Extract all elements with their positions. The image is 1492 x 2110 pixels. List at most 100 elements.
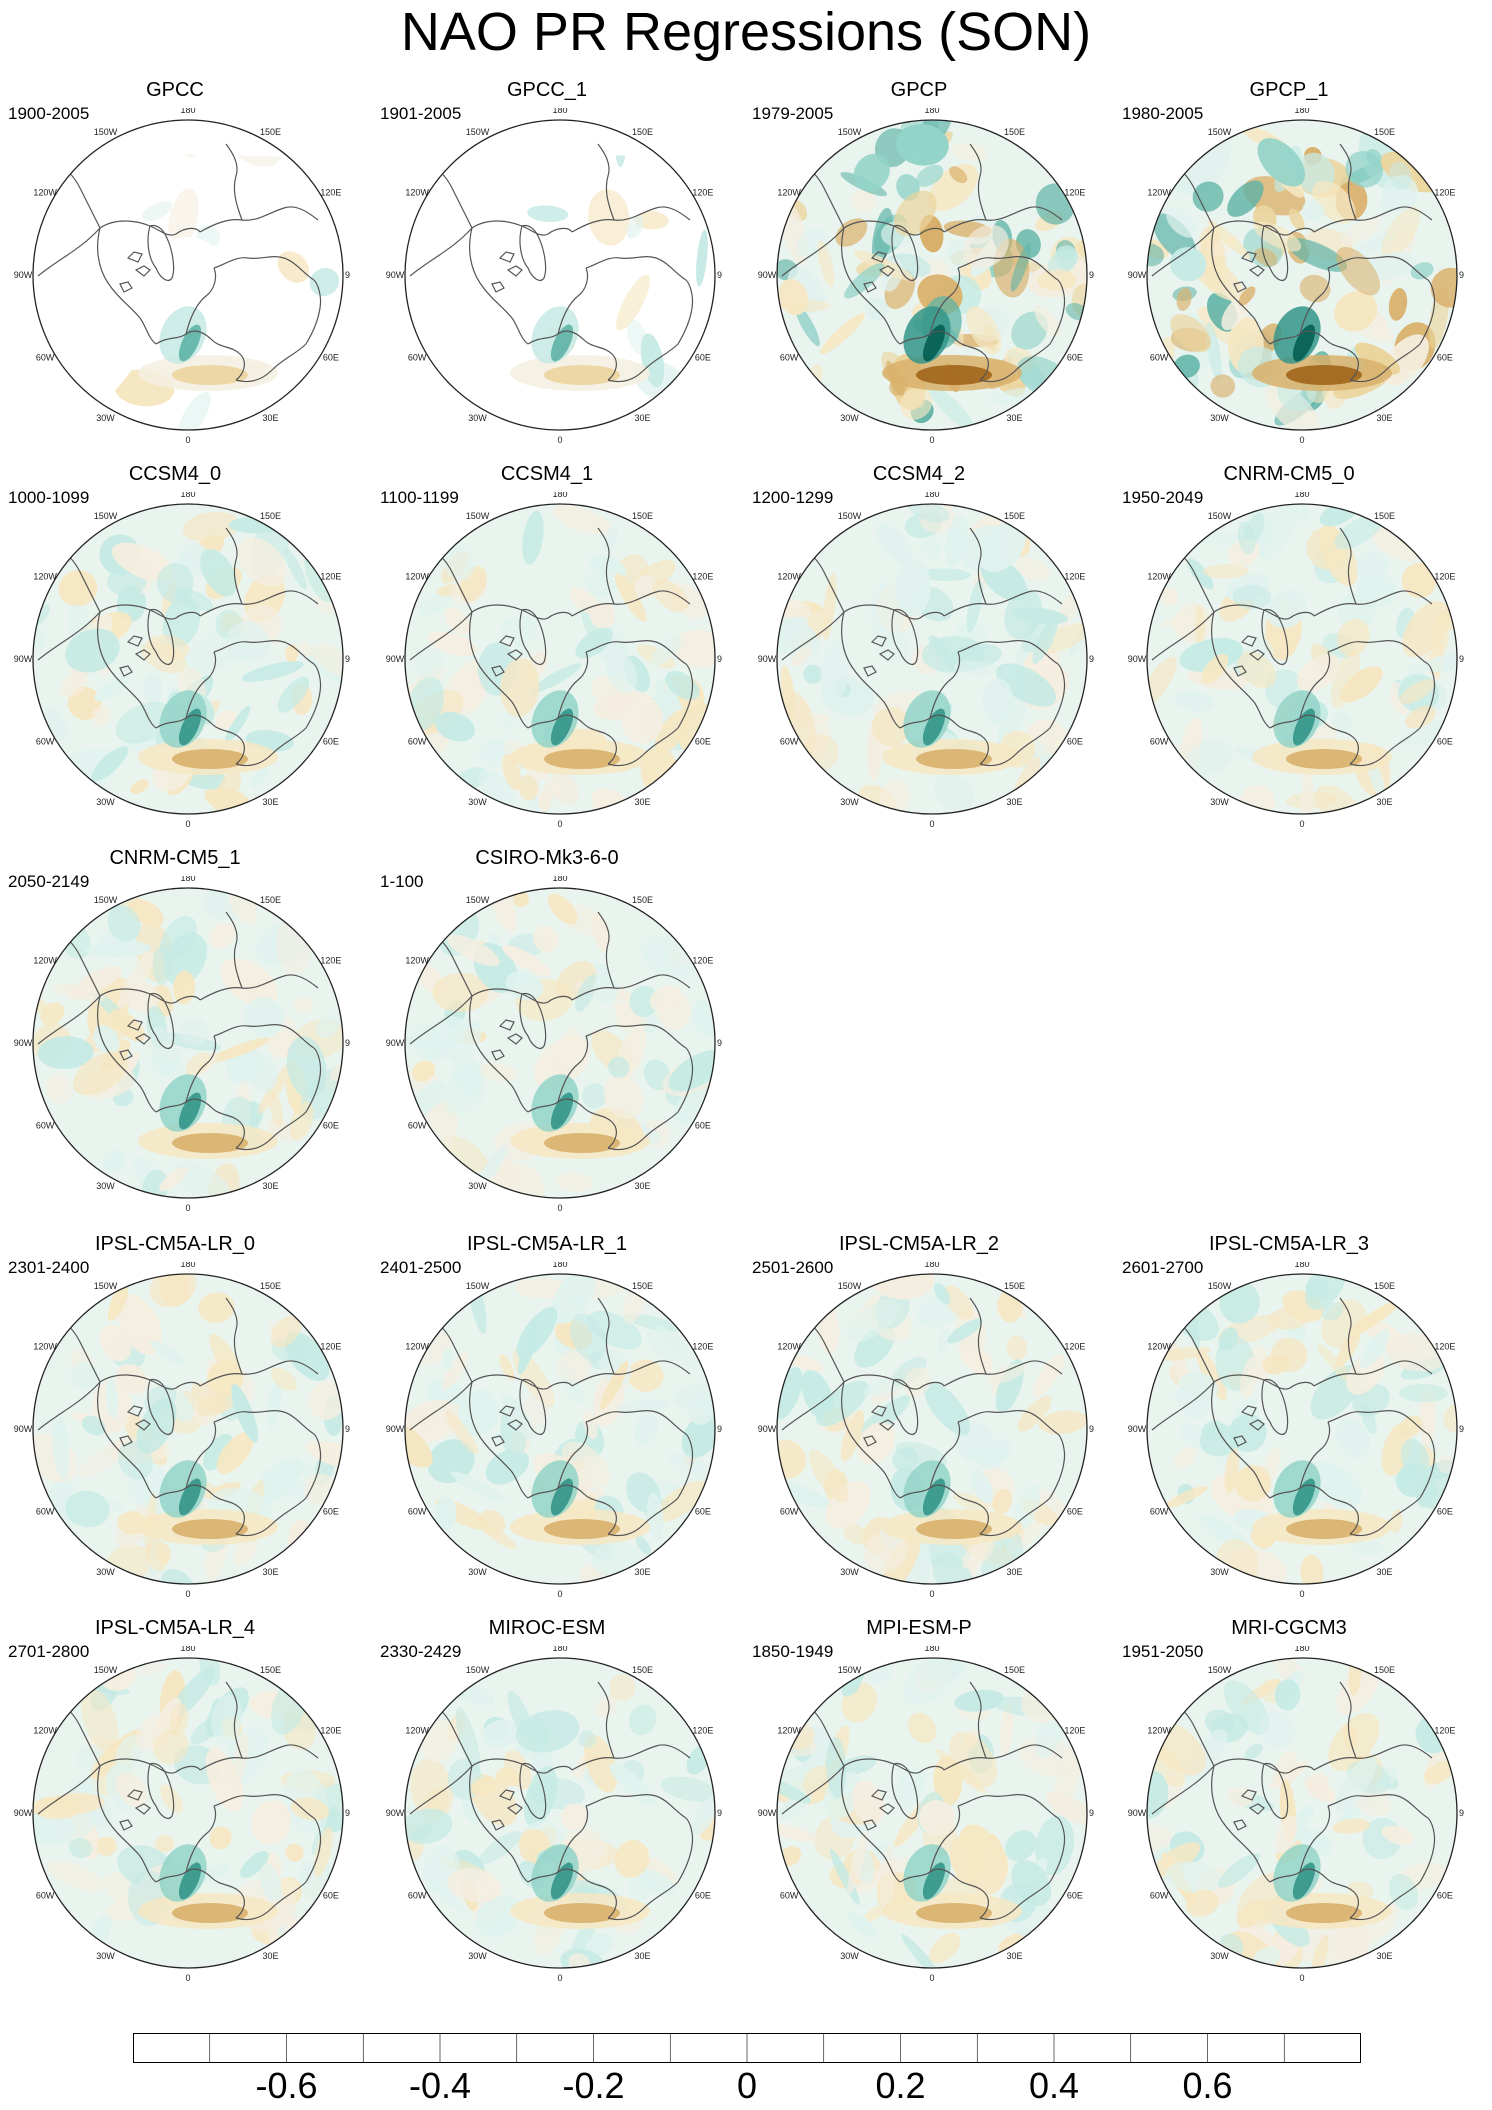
lon-label: 30W <box>468 797 487 807</box>
colorbar-tick-label: 0.4 <box>1028 2065 1080 2106</box>
lon-label: 0 <box>929 1973 934 1983</box>
lon-label: 120E <box>1064 1342 1085 1352</box>
lon-label: 120E <box>320 1726 341 1736</box>
lon-label: 120W <box>33 956 57 966</box>
coastlines <box>781 1297 1066 1537</box>
lon-label: 30E <box>634 1181 650 1191</box>
panel-years: 1980-2005 <box>1122 104 1204 123</box>
lon-label: 120W <box>405 188 429 198</box>
lon-label: 180 <box>924 492 939 499</box>
lon-label: 150W <box>1208 1665 1232 1675</box>
lon-label: 120E <box>1434 572 1455 582</box>
lon-label: 90W <box>14 654 33 664</box>
lon-label: 90E <box>717 1424 722 1434</box>
coastlines <box>37 1297 322 1537</box>
lon-label: 30E <box>1006 1951 1022 1961</box>
lon-label: 60W <box>36 1891 55 1901</box>
lon-label: 180 <box>180 492 195 499</box>
lon-label: 30E <box>1006 413 1022 423</box>
lon-label: 120W <box>33 1342 57 1352</box>
lon-label: 150E <box>1004 511 1025 521</box>
lon-label: 150E <box>260 1281 281 1291</box>
lon-label: 150W <box>94 127 118 137</box>
lon-label: 60W <box>408 353 427 363</box>
precip-field <box>777 1274 1087 1584</box>
lon-label: 150E <box>260 1665 281 1675</box>
precip-field <box>1147 120 1457 430</box>
lon-label: 60E <box>1437 737 1453 747</box>
lon-label: 90W <box>758 654 777 664</box>
lon-label: 0 <box>557 1973 562 1983</box>
lon-label: 90E <box>1089 654 1094 664</box>
polar-map: 180 150E 120E 90E 60E 30E 0 30W 60W 90W 120W 150W <box>758 492 1094 829</box>
lon-label: 180 <box>180 108 195 115</box>
map-border <box>776 503 1088 815</box>
lon-label: 30E <box>262 1181 278 1191</box>
lon-label: 60W <box>408 737 427 747</box>
lon-label: 150E <box>632 895 653 905</box>
colorbar-tick-label: 0 <box>736 2065 758 2106</box>
lon-label: 0 <box>557 1203 562 1213</box>
panel-years: 2701-2800 <box>8 1642 90 1661</box>
lon-label: 120E <box>1434 1726 1455 1736</box>
lon-label: 150E <box>632 127 653 137</box>
lon-label: 180 <box>552 1262 567 1269</box>
panel-title: IPSL-CM5A-LR_4 <box>94 1617 256 1639</box>
map-panel: GPCP 1979-2005 180 150E 120E 90E 60E 30E 0 30W 60W… <box>744 78 1094 448</box>
lon-label: 150W <box>466 1665 490 1675</box>
lon-label: 30E <box>262 413 278 423</box>
lon-label: 90E <box>1459 654 1464 664</box>
lon-label: 150E <box>260 127 281 137</box>
lon-label: 30W <box>96 1181 115 1191</box>
lon-label: 90W <box>386 1808 405 1818</box>
lon-label: 120W <box>405 1726 429 1736</box>
lon-label: 90W <box>758 1808 777 1818</box>
lon-label: 90W <box>758 1424 777 1434</box>
lon-label: 30E <box>1006 797 1022 807</box>
map-border <box>32 887 344 1199</box>
lon-label: 90W <box>1128 1424 1147 1434</box>
lon-label: 60E <box>1067 1507 1083 1517</box>
precip-field <box>33 1658 343 1968</box>
polar-map: 180 150E 120E 90E 60E 30E 0 30W 60W 90W 120W 150W <box>386 1646 722 1983</box>
lon-label: 90E <box>1089 270 1094 280</box>
map-border <box>1146 503 1458 815</box>
lon-label: 60E <box>323 1891 339 1901</box>
coastlines <box>1151 1297 1436 1537</box>
map-panel: CNRM-CM5_1 2050-2149 180 150E 120E 90E 60E 30E 0… <box>0 846 350 1216</box>
precip-field <box>405 504 715 814</box>
lon-label: 180 <box>924 1646 939 1653</box>
lon-label: 180 <box>180 876 195 883</box>
lon-label: 30E <box>262 797 278 807</box>
panel-title: IPSL-CM5A-LR_0 <box>94 1233 256 1255</box>
panel-years: 2330-2429 <box>380 1642 462 1661</box>
lon-label: 0 <box>929 819 934 829</box>
lon-label: 150W <box>466 127 490 137</box>
lon-label: 30W <box>96 413 115 423</box>
panel-years: 2050-2149 <box>8 872 90 891</box>
lon-label: 120W <box>1147 1342 1171 1352</box>
map-border <box>1146 1657 1458 1969</box>
polar-map: 180 150E 120E 90E 60E 30E 0 30W 60W 90W 120W 150W <box>1128 108 1464 445</box>
lon-label: 90W <box>386 1038 405 1048</box>
panel-years: 2501-2600 <box>752 1258 834 1277</box>
lon-label: 90E <box>345 1808 350 1818</box>
lon-label: 90E <box>345 1424 350 1434</box>
panel-years: 1100-1199 <box>380 488 459 507</box>
lon-label: 150W <box>1208 511 1232 521</box>
lon-label: 120E <box>320 956 341 966</box>
lon-label: 60W <box>1150 1507 1169 1517</box>
lon-label: 60E <box>1067 353 1083 363</box>
polar-map: 180 150E 120E 90E 60E 30E 0 30W 60W 90W 120W 150W <box>14 492 350 829</box>
lon-label: 120E <box>1064 572 1085 582</box>
precip-field <box>33 120 343 430</box>
lon-label: 60W <box>36 1121 55 1131</box>
map-panel: CCSM4_0 1000-1099 180 150E 120E 90E 60E 30E 0 30W… <box>0 462 350 832</box>
lon-label: 150W <box>466 511 490 521</box>
lon-label: 180 <box>1294 1646 1309 1653</box>
lon-label: 150W <box>838 127 862 137</box>
lon-label: 60E <box>323 737 339 747</box>
